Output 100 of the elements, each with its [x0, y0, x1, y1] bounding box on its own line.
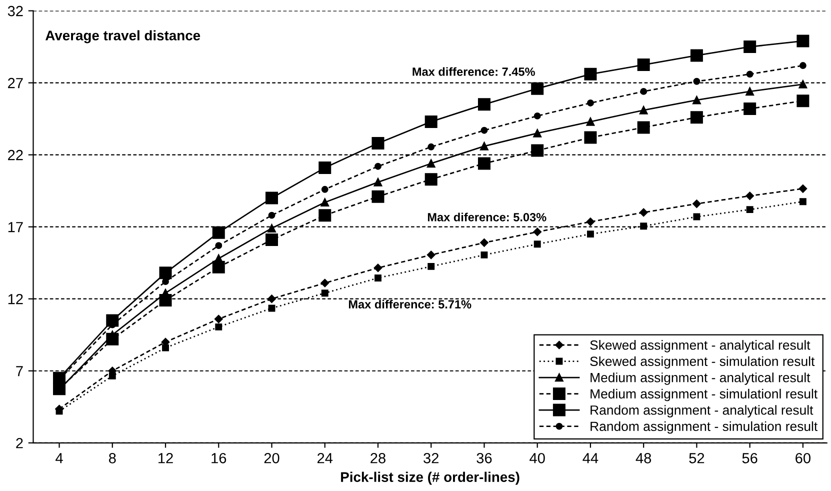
point [162, 278, 169, 286]
point [215, 242, 222, 250]
point [56, 408, 63, 415]
x-tick-label: 8 [108, 452, 116, 464]
point [586, 100, 594, 106]
legend-label: Medium assignment - analytical result [590, 372, 810, 385]
point [424, 115, 438, 128]
x-tick-label: 28 [370, 452, 386, 464]
x-tick-label: 24 [317, 452, 333, 464]
point [692, 200, 701, 208]
x-tick-label: 36 [476, 452, 492, 464]
point [693, 78, 700, 85]
point [690, 49, 703, 62]
point [318, 162, 332, 174]
point [372, 190, 384, 203]
point [374, 162, 382, 170]
point [268, 212, 276, 219]
point [320, 278, 329, 288]
point [744, 102, 756, 115]
point [584, 68, 597, 80]
point [690, 111, 703, 124]
point [533, 129, 542, 138]
point [372, 137, 384, 150]
x-tick-label: 4 [56, 453, 63, 464]
y-tick-label: 7 [16, 366, 23, 376]
point [318, 209, 332, 222]
x-tick-label: 32 [424, 452, 438, 464]
point [640, 222, 648, 230]
point [374, 178, 382, 186]
point [214, 314, 223, 324]
y-tick-label: 22 [8, 150, 23, 160]
point [321, 186, 328, 193]
point [796, 34, 810, 48]
point [798, 80, 808, 88]
legend-label: Skewed assignment - simulation result [590, 356, 815, 369]
annotation: Max difference: 5.71% [348, 300, 472, 309]
point [531, 144, 544, 157]
point [478, 157, 490, 170]
point [321, 290, 328, 297]
point [428, 262, 435, 270]
x-tick-label: 48 [636, 452, 652, 464]
annotation: Max diference: 5.03% [428, 212, 546, 222]
x-axis-title: Pick-list size (# order-lines) [341, 472, 520, 485]
point [268, 304, 276, 312]
x-tick-label: 44 [582, 453, 598, 464]
x-tick-label: 20 [264, 452, 280, 464]
point [268, 224, 276, 232]
point [586, 118, 595, 126]
point [320, 198, 330, 207]
legend-label: Medium assignment - simulationl result [590, 388, 818, 402]
y-tick-label: 17 [8, 222, 23, 232]
point [426, 250, 436, 260]
legend-label: Random assignment - analytical result [590, 405, 814, 418]
point [265, 234, 278, 246]
legend-label: Random assignment - simulation result [590, 421, 818, 434]
x-tick-label: 56 [742, 452, 758, 464]
point [746, 192, 754, 200]
y-tick-label: 2 [16, 438, 23, 448]
point [374, 264, 382, 272]
point [637, 121, 650, 134]
point [480, 142, 488, 150]
point [746, 70, 754, 78]
point [744, 40, 756, 54]
point [268, 294, 276, 303]
point [480, 251, 488, 258]
point [159, 266, 172, 280]
x-tick-label: 52 [689, 452, 704, 464]
point [746, 206, 754, 214]
point [796, 94, 810, 108]
point [265, 192, 278, 204]
point [640, 88, 648, 95]
point [637, 58, 650, 72]
point [586, 218, 595, 226]
point [693, 213, 700, 220]
point [428, 143, 435, 150]
legend-label: Skewed assignment - analytical result [590, 340, 810, 352]
annotation: Average travel distance [45, 30, 200, 44]
point [374, 274, 382, 282]
point [799, 62, 806, 70]
x-tick-label: 60 [796, 452, 810, 464]
point [584, 131, 597, 144]
y-tick-label: 12 [8, 294, 23, 304]
point [478, 98, 490, 111]
point [639, 208, 648, 217]
point [424, 173, 438, 186]
point [534, 112, 541, 120]
x-tick-label: 40 [530, 452, 545, 464]
point [799, 198, 806, 206]
point [746, 87, 754, 96]
point [159, 294, 172, 307]
point [108, 372, 116, 380]
x-tick-label: 12 [158, 452, 173, 464]
point [533, 228, 542, 236]
point [639, 106, 648, 114]
point [692, 96, 701, 104]
annotation: Max difference: 7.45% [412, 67, 535, 76]
point [534, 240, 541, 248]
point [162, 344, 169, 352]
point [798, 184, 808, 193]
point [212, 226, 225, 239]
